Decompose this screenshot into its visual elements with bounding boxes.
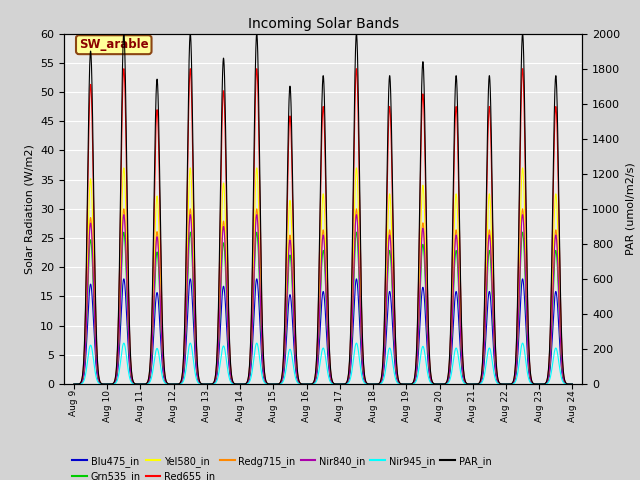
Line: Red655_in: Red655_in	[74, 69, 572, 384]
Red655_in	[96, 379, 104, 385]
Grn535_in	[96, 380, 104, 386]
Red655_in	[70, 381, 78, 387]
Text: SW_arable: SW_arable	[79, 38, 148, 51]
Grn535_in	[568, 381, 576, 387]
Grn535_in	[477, 377, 485, 383]
Redg715_in	[388, 273, 396, 279]
Nir840_in	[568, 381, 576, 387]
PAR_in	[477, 372, 485, 378]
Nir945_in	[388, 356, 396, 362]
Blu475_in	[470, 381, 478, 387]
Legend: Blu475_in, Grn535_in, Yel580_in, Red655_in, Redg715_in, Nir840_in, Nir945_in, PA: Blu475_in, Grn535_in, Yel580_in, Red655_…	[68, 452, 495, 480]
PAR_in	[445, 368, 452, 373]
Yel580_in	[470, 381, 478, 387]
Nir945_in	[120, 340, 127, 346]
Blu475_in	[477, 378, 485, 384]
Nir945_in	[470, 381, 478, 387]
Blu475_in	[120, 276, 127, 282]
Line: Grn535_in: Grn535_in	[74, 232, 572, 384]
Redg715_in	[120, 206, 127, 212]
Grn535_in	[458, 363, 466, 369]
Red655_in	[388, 187, 396, 193]
Nir840_in	[470, 381, 478, 387]
Redg715_in	[568, 381, 576, 387]
Line: Nir945_in: Nir945_in	[74, 343, 572, 384]
Blu475_in	[445, 377, 452, 383]
Nir945_in	[477, 380, 485, 386]
Yel580_in	[568, 381, 576, 387]
Nir840_in	[70, 381, 78, 387]
PAR_in	[96, 379, 104, 384]
Yel580_in	[120, 165, 127, 171]
Redg715_in	[477, 377, 485, 383]
Blu475_in	[70, 381, 78, 387]
Nir945_in	[96, 381, 104, 386]
Redg715_in	[96, 380, 104, 386]
Line: PAR_in: PAR_in	[74, 34, 572, 384]
Red655_in	[120, 66, 127, 72]
PAR_in	[120, 31, 127, 36]
Nir945_in	[568, 381, 576, 387]
Y-axis label: PAR (umol/m2/s): PAR (umol/m2/s)	[626, 162, 636, 255]
Nir945_in	[70, 381, 78, 387]
Grn535_in	[445, 375, 452, 381]
Red655_in	[568, 381, 576, 387]
PAR_in	[70, 381, 78, 387]
Blu475_in	[458, 369, 466, 375]
PAR_in	[568, 381, 576, 387]
Y-axis label: Solar Radiation (W/m2): Solar Radiation (W/m2)	[24, 144, 35, 274]
Redg715_in	[458, 361, 466, 367]
Title: Incoming Solar Bands: Incoming Solar Bands	[248, 17, 399, 31]
Nir840_in	[388, 277, 396, 283]
Blu475_in	[388, 316, 396, 322]
Grn535_in	[470, 381, 478, 387]
Red655_in	[445, 369, 452, 375]
Yel580_in	[70, 381, 78, 387]
Nir840_in	[120, 212, 127, 217]
Line: Yel580_in: Yel580_in	[74, 168, 572, 384]
Red655_in	[470, 381, 478, 387]
Nir945_in	[458, 376, 466, 382]
Nir840_in	[96, 380, 104, 386]
Redg715_in	[70, 381, 78, 387]
PAR_in	[458, 340, 466, 346]
Line: Blu475_in: Blu475_in	[74, 279, 572, 384]
Grn535_in	[388, 288, 396, 293]
Redg715_in	[470, 381, 478, 387]
Grn535_in	[70, 381, 78, 387]
Red655_in	[458, 345, 466, 350]
Nir840_in	[477, 377, 485, 383]
Yel580_in	[445, 373, 452, 379]
Yel580_in	[388, 248, 396, 254]
PAR_in	[388, 166, 396, 171]
Red655_in	[477, 373, 485, 379]
Line: Nir840_in: Nir840_in	[74, 215, 572, 384]
PAR_in	[470, 381, 478, 387]
Blu475_in	[96, 381, 104, 386]
Grn535_in	[120, 229, 127, 235]
Redg715_in	[445, 374, 452, 380]
Yel580_in	[477, 375, 485, 381]
Line: Redg715_in: Redg715_in	[74, 209, 572, 384]
Blu475_in	[568, 381, 576, 387]
Nir840_in	[445, 375, 452, 381]
Nir945_in	[445, 380, 452, 385]
Nir840_in	[458, 361, 466, 367]
Yel580_in	[458, 356, 466, 362]
Yel580_in	[96, 380, 104, 385]
